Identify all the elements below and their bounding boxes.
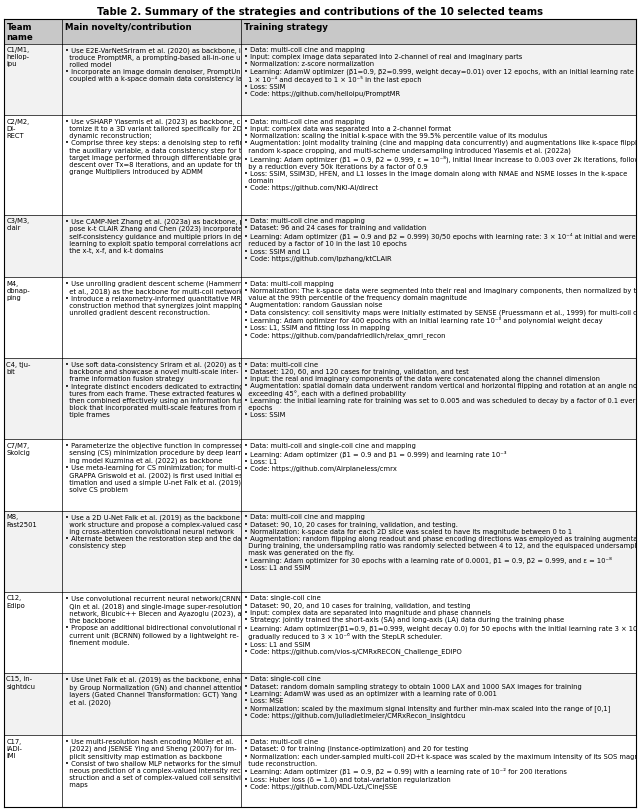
Text: • Parameterize the objective function in compressed
  sensing (CS) minimization : • Parameterize the objective function in… bbox=[65, 442, 251, 493]
Text: • Data: single-coil cine
• Dataset: 90, 20, and 10 cases for training, validatio: • Data: single-coil cine • Dataset: 90, … bbox=[243, 594, 640, 654]
Text: C7/M7,
Skolcig: C7/M7, Skolcig bbox=[6, 442, 30, 455]
Text: • Data: multi-coil cine and mapping
• Dataset: 96 and 24 cases for training and : • Data: multi-coil cine and mapping • Da… bbox=[243, 218, 635, 261]
Text: C17,
IADI-
IMI: C17, IADI- IMI bbox=[6, 738, 22, 758]
Bar bbox=[4, 116, 636, 216]
Text: • Data: multi-coil mapping
• Normalization: The k-space data were segmented into: • Data: multi-coil mapping • Normalizati… bbox=[243, 281, 640, 338]
Text: • Use E2E-VarNetSriram et al. (2020) as backbone, in-
  troduce PromptMR, a prom: • Use E2E-VarNetSriram et al. (2020) as … bbox=[65, 47, 253, 82]
Text: • Use soft data-consistency Sriram et al. (2020) as the
  backbone and showcase : • Use soft data-consistency Sriram et al… bbox=[65, 362, 258, 418]
Bar bbox=[4, 592, 636, 673]
Text: • Data: multi-coil cine
• Dataset: 120, 60, and 120 cases for training, validati: • Data: multi-coil cine • Dataset: 120, … bbox=[243, 362, 640, 418]
Bar bbox=[4, 45, 636, 116]
Bar bbox=[4, 511, 636, 592]
Text: • Use a 2D U-Net Falk et al. (2019) as the backbone net-
  work structure and pr: • Use a 2D U-Net Falk et al. (2019) as t… bbox=[65, 514, 255, 549]
Text: • Use vSHARP Yiasemis et al. (2023) as backbone, cus-
  tomize it to a 3D varian: • Use vSHARP Yiasemis et al. (2023) as b… bbox=[65, 118, 258, 174]
Bar bbox=[4, 358, 636, 440]
Text: • Data: multi-coil cine and mapping
• Dataset: 90, 10, 20 cases for training, va: • Data: multi-coil cine and mapping • Da… bbox=[243, 514, 640, 571]
Text: C1/M1,
hellop-
ipu: C1/M1, hellop- ipu bbox=[6, 47, 29, 67]
Text: • Use multi-resolution hash encoding Müller et al.
  (2022) and JSENSE Ying and : • Use multi-resolution hash encoding Mül… bbox=[65, 738, 252, 787]
Text: • Use unrolling gradient descent scheme (Hammernik
  et al., 2018) as the backbo: • Use unrolling gradient descent scheme … bbox=[65, 281, 257, 315]
Text: C12,
Edipo: C12, Edipo bbox=[6, 594, 25, 607]
Text: • Data: single-coil cine
• Dataset: random domain sampling strategy to obtain 10: • Data: single-coil cine • Dataset: rand… bbox=[243, 676, 610, 719]
Bar bbox=[4, 20, 636, 45]
Text: • Data: multi-coil and single-coil cine and mapping
• Learning: Adam optimizer (: • Data: multi-coil and single-coil cine … bbox=[243, 442, 506, 471]
Text: • Data: multi-coil cine and mapping
• Input: complex data was separated into a 2: • Data: multi-coil cine and mapping • In… bbox=[243, 118, 640, 191]
Text: • Use convolutional recurrent neural network(CRNN)
  Qin et al. (2018) and singl: • Use convolutional recurrent neural net… bbox=[65, 594, 247, 646]
Bar bbox=[4, 440, 636, 511]
Text: Table 2. Summary of the strategies and contributions of the 10 selected teams: Table 2. Summary of the strategies and c… bbox=[97, 7, 543, 17]
Bar bbox=[4, 216, 636, 278]
Bar bbox=[4, 736, 636, 807]
Text: C4, tju-
bit: C4, tju- bit bbox=[6, 362, 31, 375]
Text: • Use CAMP-Net Zhang et al. (2023a) as backbone, pro-
  pose k-t CLAIR Zhang and: • Use CAMP-Net Zhang et al. (2023a) as b… bbox=[65, 218, 253, 254]
Text: • Data: multi-coil cine
• Dataset: 0 for training (instance-optimization) and 20: • Data: multi-coil cine • Dataset: 0 for… bbox=[243, 738, 640, 789]
Text: Training strategy: Training strategy bbox=[243, 23, 328, 32]
Text: Team
name: Team name bbox=[6, 23, 33, 42]
Bar bbox=[4, 673, 636, 736]
Text: • Use Unet Falk et al. (2019) as the backbone, enhanced
  by Group Normalization: • Use Unet Falk et al. (2019) as the bac… bbox=[65, 676, 257, 705]
Text: Main novelty/contribution: Main novelty/contribution bbox=[65, 23, 191, 32]
Text: M8,
Fast2501: M8, Fast2501 bbox=[6, 514, 37, 527]
Text: M4,
dbnap-
ping: M4, dbnap- ping bbox=[6, 281, 30, 301]
Text: • Data: multi-coil cine and mapping
• Input: complex image data separated into 2: • Data: multi-coil cine and mapping • In… bbox=[243, 47, 640, 97]
Text: C2/M2,
DI-
RECT: C2/M2, DI- RECT bbox=[6, 118, 29, 139]
Bar bbox=[4, 278, 636, 358]
Text: C3/M3,
clair: C3/M3, clair bbox=[6, 218, 29, 231]
Text: C15, in-
sightdcu: C15, in- sightdcu bbox=[6, 676, 35, 689]
